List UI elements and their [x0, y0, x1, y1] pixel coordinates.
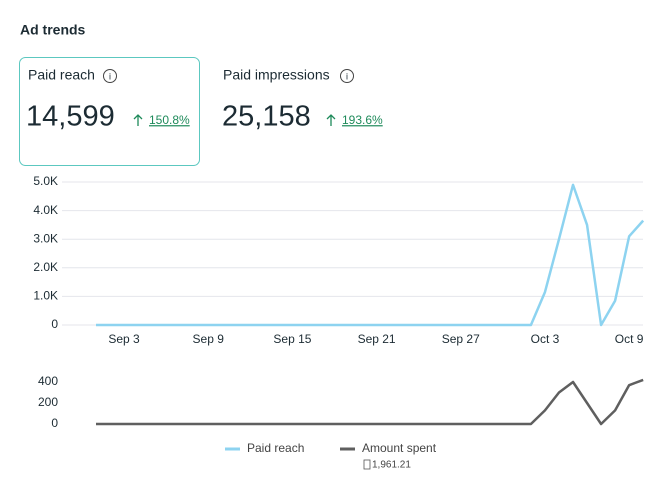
kpi-change: 193.6%: [342, 113, 383, 127]
x-tick-label: Oct 3: [531, 332, 560, 346]
series-line: [96, 183, 645, 327]
kpi-value: 25,158: [222, 101, 311, 133]
x-tick-label: Sep 15: [273, 332, 311, 346]
y-tick-label: 3.0K: [33, 231, 58, 245]
up-arrow: [133, 114, 143, 126]
x-tick-label: Sep 21: [358, 332, 396, 346]
section-title: Ad trends: [20, 22, 86, 38]
info-icon[interactable]: i: [103, 69, 117, 83]
legend-total: 1,961.21: [372, 460, 411, 471]
kpi-change: 150.8%: [149, 113, 190, 127]
kpi-label[interactable]: Paid reach: [28, 67, 95, 83]
legend-label: Paid reach: [247, 441, 304, 455]
y-tick-label: 0: [51, 416, 58, 430]
x-tick-label: Oct 9: [615, 332, 644, 346]
currency-glyph: [363, 459, 371, 470]
svg-text:i: i: [109, 71, 111, 81]
legend-label: Amount spent: [362, 441, 437, 455]
x-tick-label: Sep 27: [442, 332, 480, 346]
up-arrow: [326, 114, 336, 126]
y-tick-label: 2.0K: [33, 260, 58, 274]
kpi-label[interactable]: Paid impressions: [223, 67, 330, 83]
info-icon[interactable]: i: [340, 69, 354, 83]
y-tick-label: 4.0K: [33, 203, 58, 217]
selected-card[interactable]: [19, 57, 200, 166]
kpi-value: 14,599: [26, 101, 115, 133]
y-tick-label: 5.0K: [33, 174, 58, 188]
svg-text:i: i: [346, 71, 348, 81]
y-tick-label: 0: [51, 317, 58, 331]
y-tick-label: 200: [38, 395, 58, 409]
x-tick-label: Sep 3: [108, 332, 140, 346]
x-tick-label: Sep 9: [193, 332, 225, 346]
series-line: [96, 378, 644, 426]
y-tick-label: 400: [38, 374, 58, 388]
y-tick-label: 1.0K: [33, 289, 58, 303]
